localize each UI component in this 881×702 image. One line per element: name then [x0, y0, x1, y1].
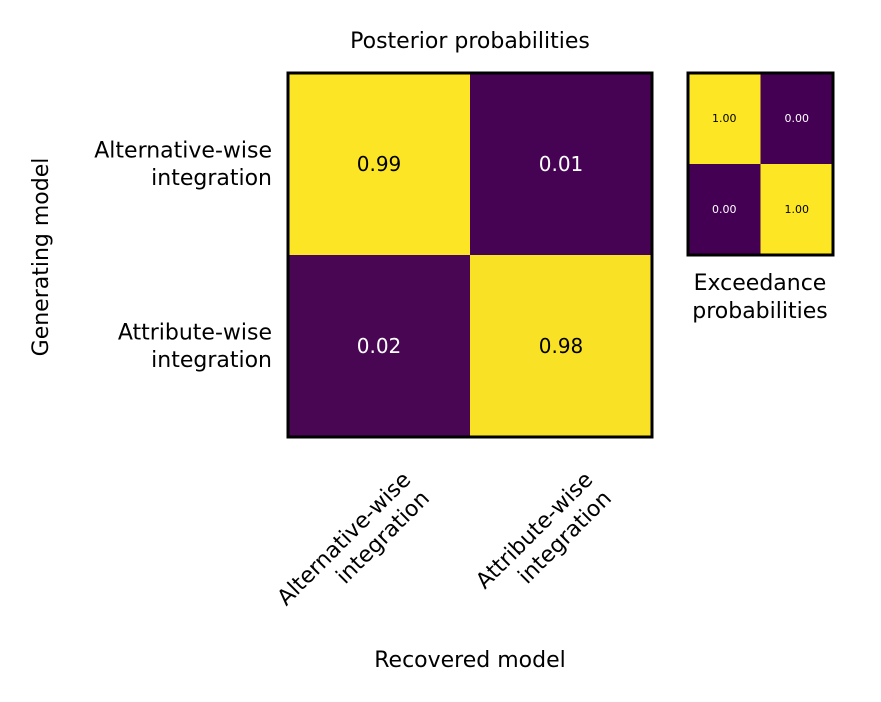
heatmap-frame — [286, 71, 654, 439]
posterior-heatmap — [286, 71, 654, 439]
cell-value-label: 0.02 — [357, 334, 402, 358]
heatmap-cell — [688, 73, 761, 164]
exceedance-label: Exceedance probabilities — [692, 271, 827, 324]
heatmap-cell — [688, 164, 761, 255]
heatmap-cell — [760, 164, 833, 255]
x-axis-label: Recovered model — [374, 648, 566, 673]
cell-value-label: 1.00 — [785, 203, 810, 216]
cell-value-label: 0.00 — [712, 203, 737, 216]
y-tick-labels: Alternative-wise integrationAttribute-wis… — [94, 139, 272, 374]
cell-value-label: 0.00 — [785, 112, 810, 125]
x-tick-label: Alternative-wiseintegration — [273, 467, 435, 629]
y-tick-label-line: Alternative-wise — [94, 139, 272, 164]
cell-value-label: 0.01 — [539, 152, 584, 176]
y-tick-label: Attribute-wise integration — [118, 321, 272, 374]
y-tick-label-line: Attribute-wise — [118, 321, 272, 346]
cell-value-label: 0.98 — [539, 334, 584, 358]
exceedance-cell-labels: 1.00 0.00 0.00 1.00 — [712, 112, 809, 216]
chart-title: Posterior probabilities — [350, 29, 590, 54]
exceedance-heatmap — [686, 71, 835, 257]
heatmap-cell — [760, 73, 833, 164]
exceedance-label-line: probabilities — [692, 299, 827, 324]
heatmap-cell — [288, 255, 470, 437]
heatmap-cell — [470, 73, 652, 255]
heatmap-cell — [288, 73, 470, 255]
y-tick-label-line: integration — [151, 166, 272, 191]
cell-value-label: 1.00 — [712, 112, 737, 125]
posterior-cell-labels: 0.99 0.01 0.02 0.98 — [357, 152, 584, 358]
heatmap-cell — [470, 255, 652, 437]
x-tick-label: Attribute-wiseintegration — [471, 467, 616, 612]
y-tick-label: Alternative-wise integration — [94, 139, 272, 192]
exceedance-label-line: Exceedance — [694, 271, 827, 296]
y-axis-label: Generating model — [29, 158, 54, 357]
y-tick-label-line: integration — [151, 348, 272, 373]
cell-value-label: 0.99 — [357, 152, 402, 176]
x-tick-labels: Alternative-wiseintegration Attribute-wis… — [273, 467, 617, 629]
heatmap-frame — [686, 71, 835, 257]
